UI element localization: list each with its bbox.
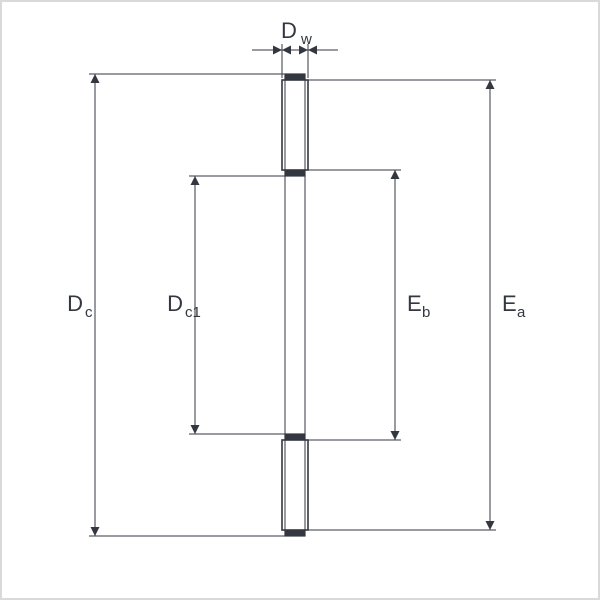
svg-text:D: D xyxy=(67,291,83,316)
bearing-dimension-diagram: DwDcDc1EbEa xyxy=(0,0,600,600)
svg-text:E: E xyxy=(407,291,422,316)
svg-text:a: a xyxy=(517,304,526,321)
svg-text:w: w xyxy=(300,31,312,48)
svg-text:D: D xyxy=(167,291,183,316)
svg-text:D: D xyxy=(281,18,297,43)
svg-text:c: c xyxy=(85,304,93,321)
svg-text:c1: c1 xyxy=(185,304,201,321)
svg-text:E: E xyxy=(502,291,517,316)
svg-text:b: b xyxy=(422,304,430,321)
